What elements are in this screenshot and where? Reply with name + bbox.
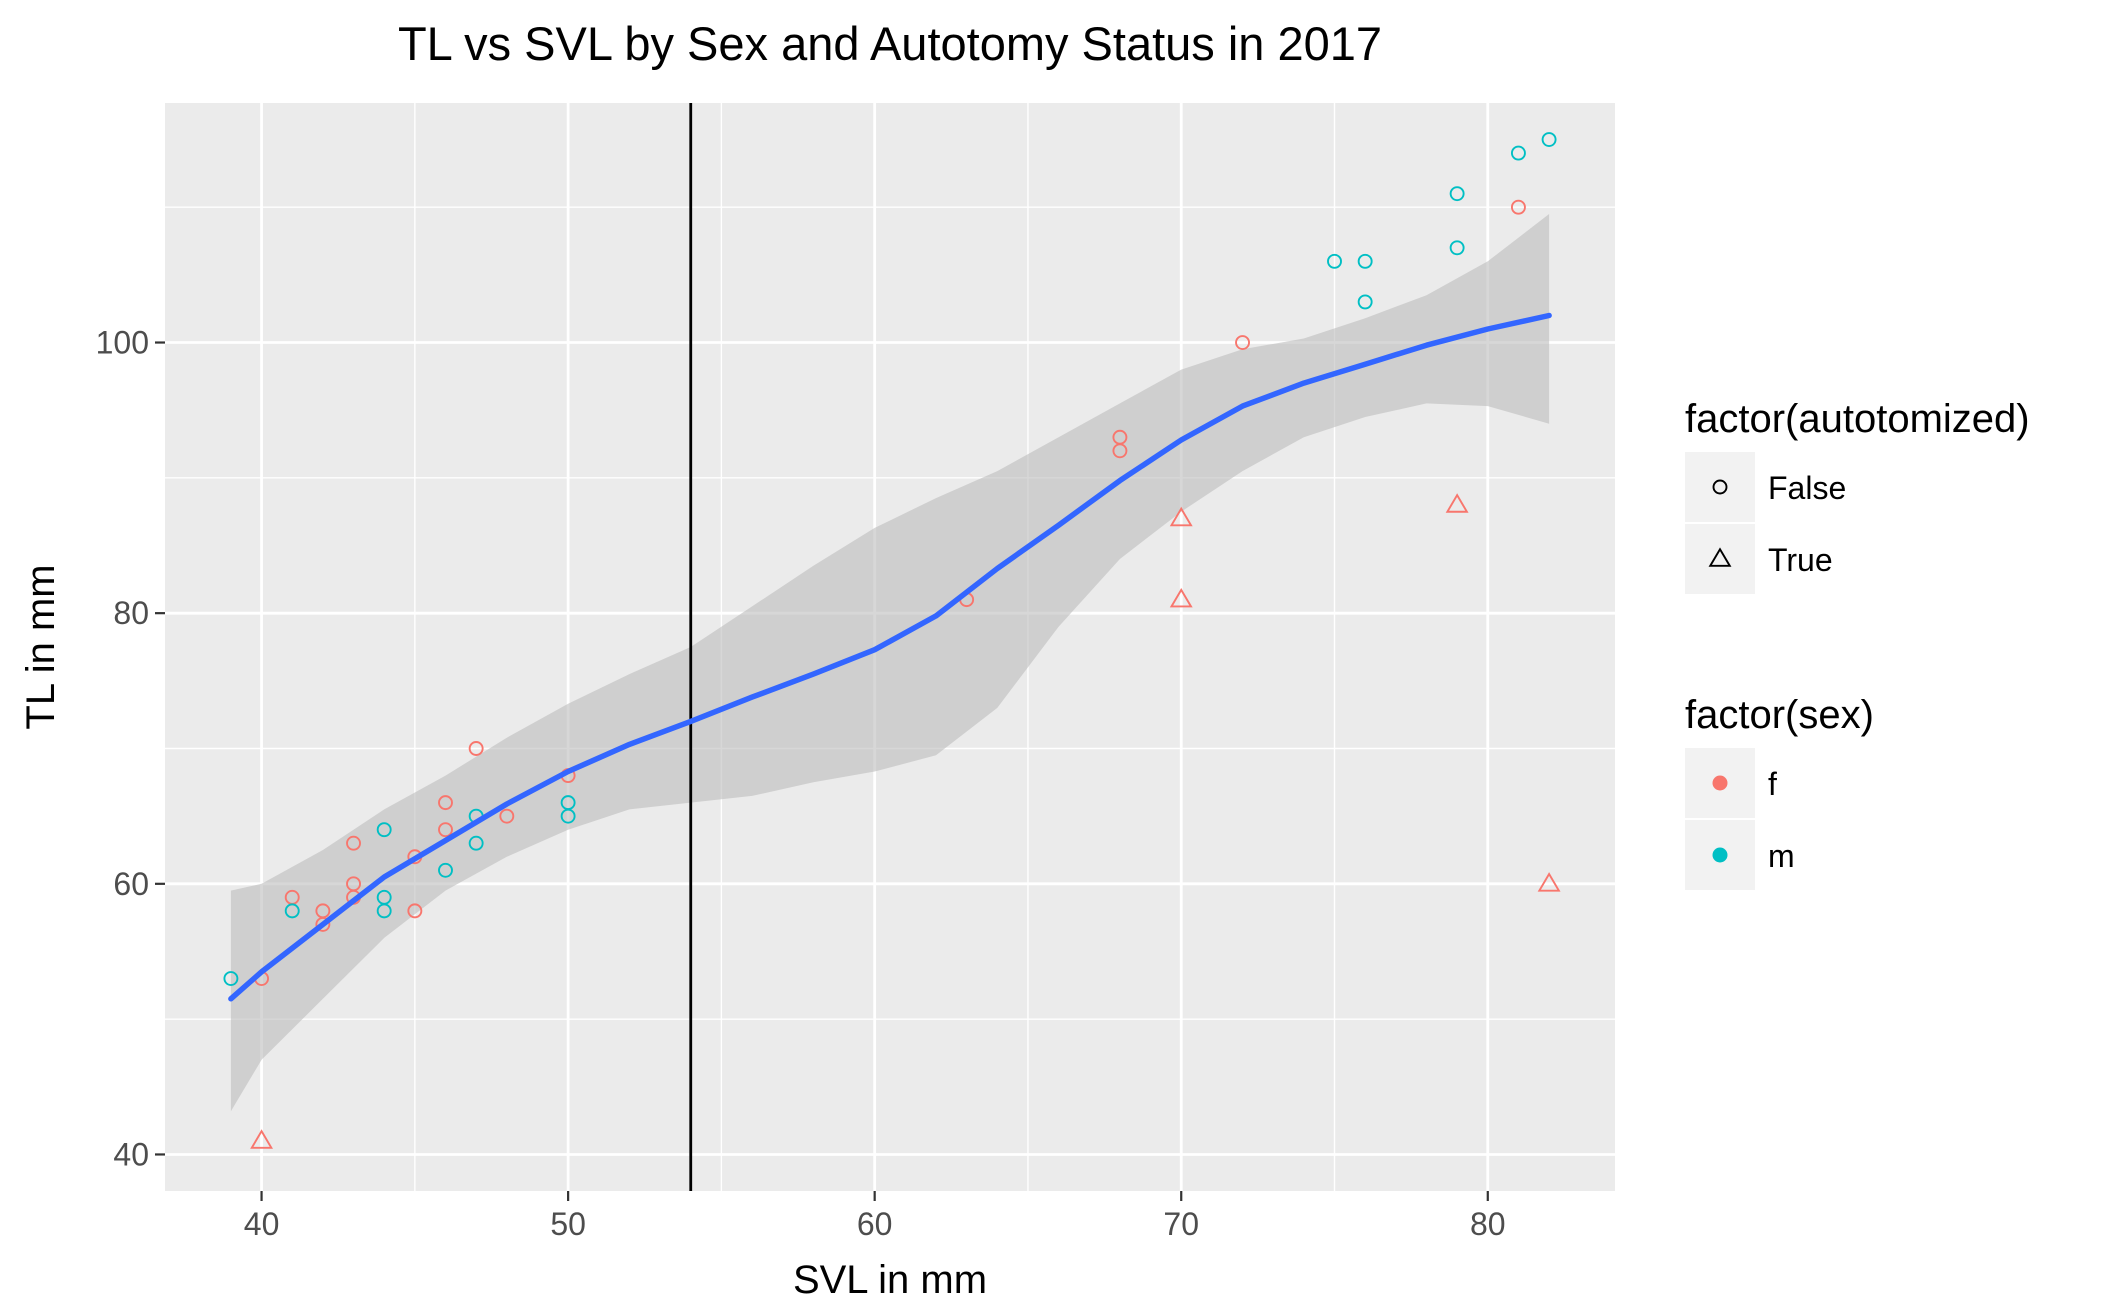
data-point-circle [468,835,484,851]
data-point-triangle [250,1129,274,1149]
data-point-circle [438,862,453,878]
legend-label: f [1768,766,1777,802]
data-point-triangle [1537,872,1561,892]
data-point-circle [438,822,453,838]
chart-title: TL vs SVL by Sex and Autotomy Status in … [398,17,1382,70]
legend-key-swatch [1712,847,1728,863]
legend-key-background [1685,524,1755,594]
data-point-circle [1357,253,1373,269]
data-point-circle [346,835,361,851]
data-point-circle [499,808,515,824]
data-point-triangle [1169,587,1193,608]
data-point-circle [468,741,484,756]
legend-title: factor(autotomized) [1685,397,2030,441]
data-point-circle [376,822,392,838]
data-point-circle [1357,294,1373,310]
legend-key-swatch [1712,775,1728,791]
data-point-circle [1327,253,1342,269]
data-point-circle [1541,132,1557,147]
data-point-circle [284,903,300,919]
x-tick-label: 40 [244,1206,280,1242]
x-tick-label: 70 [1163,1206,1199,1242]
legend-label: m [1768,838,1795,874]
confidence-ribbon [230,214,1550,1112]
legend-key-circle [1712,479,1728,495]
y-axis-ticks: 40 60 80 100 [96,325,165,1172]
data-point-circle [1510,145,1526,161]
legends: factor(autotomized) False True factor(sex) f… [1685,397,2030,890]
legend-label: False [1768,470,1846,506]
data-point-circle [560,808,576,824]
x-tick-label: 50 [550,1206,586,1242]
y-tick-label: 40 [113,1136,149,1172]
smooth-trend-line [228,312,1552,1002]
data-point-circle [315,916,331,932]
data-point-circle [1112,443,1128,459]
data-point-circle [1449,240,1465,256]
y-tick-label: 60 [113,866,149,902]
data-point-circle [223,971,239,986]
x-axis-ticks: 40 50 60 70 80 [244,1191,1506,1242]
legend-key-background [1685,452,1755,522]
data-point-circle [1449,186,1465,202]
y-tick-label: 80 [113,595,149,631]
data-point-circle [1510,199,1526,215]
data-point-circle [1235,335,1250,350]
y-tick-label: 100 [96,325,149,361]
legend-key-triangle [1708,547,1732,567]
y-axis-title: TL in mm [19,564,63,729]
x-tick-label: 80 [1470,1206,1506,1242]
data-point-circle [376,903,392,919]
legend-label: True [1768,542,1833,578]
data-point-circle [438,795,453,811]
data-point-triangle [1445,493,1469,513]
x-axis-title: SVL in mm [793,1258,987,1302]
data-points [223,132,1561,1149]
x-tick-label: 60 [857,1206,893,1242]
legend-title: factor(sex) [1685,693,1874,737]
data-point-triangle [1169,506,1193,527]
data-point-circle [407,903,423,919]
